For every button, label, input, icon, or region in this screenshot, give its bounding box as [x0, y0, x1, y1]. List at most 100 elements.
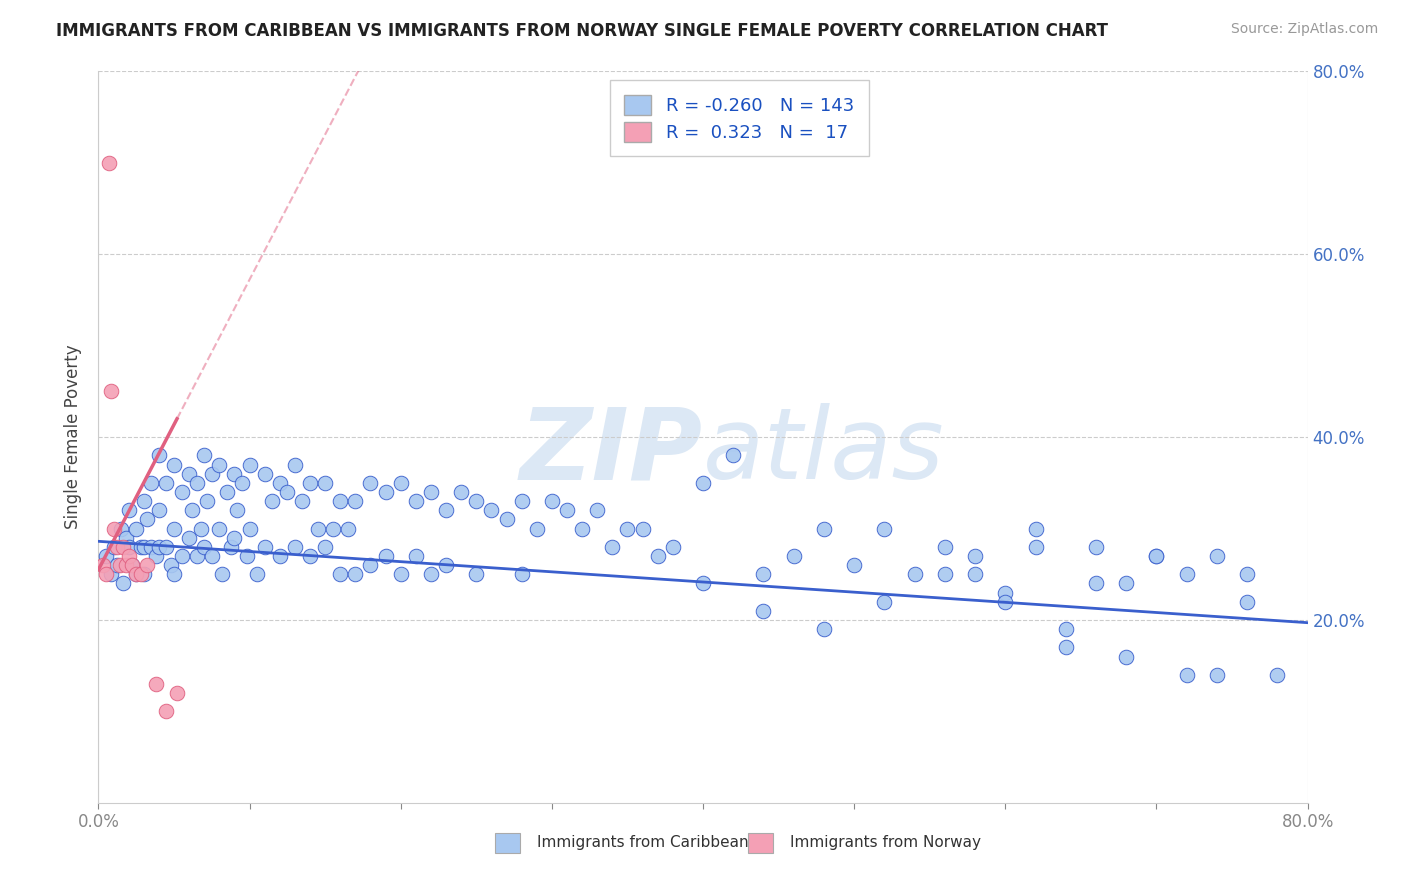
Point: [129, 567, 152, 582]
Point: [160, 558, 183, 573]
Point: [322, 521, 344, 535]
Text: IMMIGRANTS FROM CARIBBEAN VS IMMIGRANTS FROM NORWAY SINGLE FEMALE POVERTY CORREL: IMMIGRANTS FROM CARIBBEAN VS IMMIGRANTS …: [56, 22, 1108, 40]
Point: [195, 494, 218, 508]
Point: [934, 567, 956, 582]
Point: [118, 503, 141, 517]
Point: [132, 540, 155, 554]
Point: [571, 521, 593, 535]
Point: [110, 521, 132, 535]
Point: [135, 558, 157, 573]
Point: [100, 567, 122, 582]
Point: [405, 549, 427, 563]
Point: [692, 576, 714, 591]
Point: [510, 567, 533, 582]
Point: [586, 503, 609, 517]
Point: [181, 503, 204, 517]
Point: [299, 475, 322, 490]
Point: [163, 521, 186, 535]
Point: [616, 521, 638, 535]
Point: [231, 475, 253, 490]
Point: [179, 467, 201, 481]
Point: [752, 567, 775, 582]
Legend: R = -0.260   N = 143, R =  0.323   N =  17: R = -0.260 N = 143, R = 0.323 N = 17: [610, 80, 869, 156]
Point: [121, 558, 143, 573]
Point: [186, 475, 208, 490]
Point: [299, 549, 322, 563]
Point: [193, 540, 215, 554]
Point: [374, 549, 396, 563]
Point: [1175, 567, 1198, 582]
Point: [314, 475, 336, 490]
Text: atlas: atlas: [703, 403, 945, 500]
Point: [434, 503, 457, 517]
Point: [170, 549, 193, 563]
Point: [276, 485, 298, 500]
Point: [1206, 549, 1229, 563]
Point: [291, 494, 314, 508]
Point: [155, 475, 177, 490]
Point: [193, 448, 215, 462]
Point: [105, 540, 128, 554]
Point: [98, 156, 121, 170]
Point: [141, 475, 163, 490]
Point: [235, 549, 257, 563]
Point: [135, 512, 157, 526]
Point: [148, 503, 170, 517]
Point: [420, 567, 443, 582]
Point: [148, 540, 170, 554]
Point: [211, 567, 233, 582]
Point: [111, 576, 134, 591]
Point: [94, 567, 117, 582]
Point: [1024, 521, 1046, 535]
Point: [269, 475, 291, 490]
Point: [329, 567, 352, 582]
Point: [1054, 640, 1077, 655]
Point: [314, 540, 336, 554]
Point: [224, 467, 246, 481]
Point: [374, 485, 396, 500]
Point: [1085, 540, 1108, 554]
Point: [510, 494, 533, 508]
Point: [186, 549, 208, 563]
Point: [813, 521, 835, 535]
Point: [170, 485, 193, 500]
Text: Immigrants from Caribbean: Immigrants from Caribbean: [537, 836, 749, 850]
Point: [155, 540, 177, 554]
Point: [1024, 540, 1046, 554]
Point: [103, 540, 125, 554]
Point: [246, 567, 269, 582]
Point: [208, 458, 231, 472]
Point: [201, 549, 224, 563]
Point: [145, 677, 167, 691]
Point: [647, 549, 669, 563]
Point: [94, 549, 117, 563]
Point: [121, 558, 143, 573]
Point: [360, 475, 382, 490]
Point: [495, 512, 517, 526]
Point: [1085, 576, 1108, 591]
Point: [1175, 667, 1198, 681]
Point: [526, 521, 548, 535]
Point: [631, 521, 654, 535]
Point: [994, 585, 1017, 599]
Point: [179, 531, 201, 545]
Point: [215, 485, 238, 500]
Text: ZIP: ZIP: [520, 403, 703, 500]
Point: [1236, 594, 1258, 608]
Point: [344, 494, 367, 508]
Point: [434, 558, 457, 573]
Point: [208, 521, 231, 535]
Point: [1267, 667, 1289, 681]
Point: [965, 567, 987, 582]
Point: [1115, 649, 1137, 664]
Point: [405, 494, 427, 508]
Point: [114, 558, 136, 573]
Point: [904, 567, 927, 582]
Y-axis label: Single Female Poverty: Single Female Poverty: [65, 345, 83, 529]
Point: [465, 567, 488, 582]
Point: [783, 549, 806, 563]
Point: [329, 494, 352, 508]
Point: [1144, 549, 1167, 563]
Point: [100, 384, 122, 399]
Point: [239, 521, 262, 535]
